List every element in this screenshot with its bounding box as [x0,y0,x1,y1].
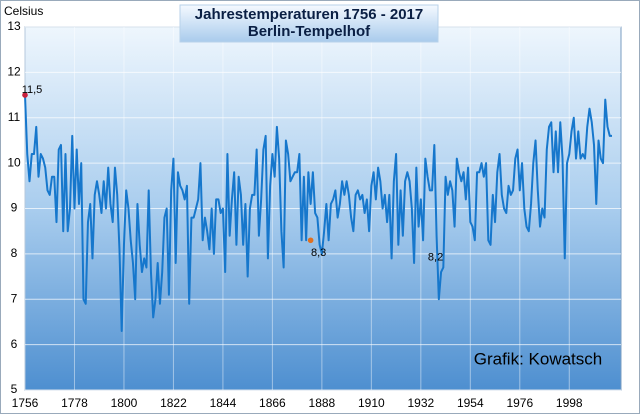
annotation-marker [22,92,28,98]
y-tick-label: 8 [11,246,18,260]
annotation-label: 8,3 [311,247,326,259]
y-tick-label: 9 [11,201,18,215]
x-tick-label: 1822 [160,396,187,410]
y-tick-label: 12 [7,65,21,79]
x-tick-label: 1844 [210,396,237,410]
y-tick-label: 13 [7,19,21,33]
x-tick-label: 1954 [457,396,484,410]
chart-title: Jahrestemperaturen 1756 - 2017 [195,6,423,23]
data-line [24,95,612,333]
x-tick-label: 1800 [111,396,138,410]
y-tick-label: 11 [8,110,21,124]
x-tick-label: 1910 [358,396,385,410]
y-tick-label: 5 [11,382,18,396]
x-tick-label: 1976 [506,396,533,410]
y-tick-label: 7 [11,291,18,305]
x-tick-label: 1866 [259,396,286,410]
x-tick-label: 1932 [407,396,434,410]
x-tick-label: 1778 [61,396,88,410]
y-tick-label: 6 [11,337,18,351]
y-tick-label: 10 [7,155,21,169]
x-tick-label: 1998 [556,396,583,410]
annotation-label: 11,5 [22,84,43,96]
marks: 11,5 8,3 8,2 [22,84,612,333]
annotation-label: 8,2 [428,252,443,264]
x-tick-label: 1756 [12,396,39,410]
grid [24,26,621,391]
chart-subtitle: Berlin-Tempelhof [248,23,371,40]
annotation-marker [307,237,314,244]
title-box [179,4,439,43]
y-axis-label: Celsius [4,4,43,18]
x-tick-label: 1888 [309,396,336,410]
credit: Grafik: Kowatsch [474,349,603,368]
